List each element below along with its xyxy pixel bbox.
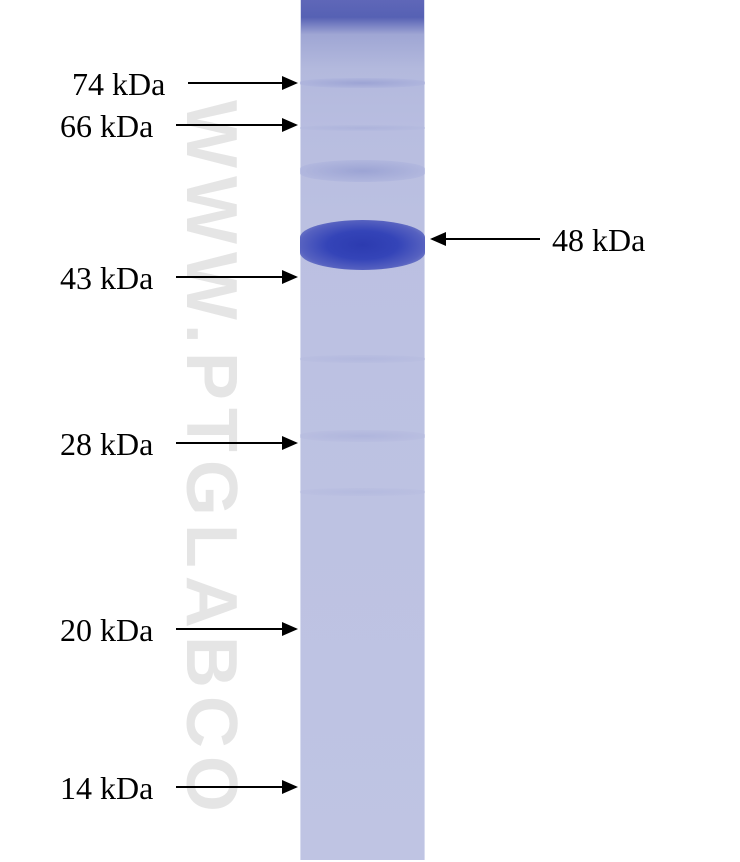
watermark-text: WWW.PTGLABCO	[170, 100, 252, 820]
marker-48kda-arrow	[432, 238, 540, 240]
marker-48kda-label: 48 kDa	[552, 222, 645, 259]
marker-43kda-label: 43 kDa	[60, 260, 153, 297]
marker-28kda-arrow	[176, 442, 296, 444]
faint-band-6	[300, 488, 425, 496]
faint-band-3	[300, 160, 425, 182]
faint-band-5	[300, 430, 425, 442]
faint-band-4	[300, 355, 425, 363]
marker-14kda-label: 14 kDa	[60, 770, 153, 807]
marker-14kda-arrow	[176, 786, 296, 788]
marker-74kda-arrow	[188, 82, 296, 84]
marker-74kda-label: 74 kDa	[72, 66, 165, 103]
marker-20kda-arrow	[176, 628, 296, 630]
marker-28kda-label: 28 kDa	[60, 426, 153, 463]
faint-band-2	[300, 125, 425, 131]
marker-20kda-label: 20 kDa	[60, 612, 153, 649]
marker-43kda-arrow	[176, 276, 296, 278]
main-protein-band	[300, 220, 425, 270]
marker-66kda-arrow	[176, 124, 296, 126]
faint-band-1	[300, 78, 425, 88]
marker-66kda-label: 66 kDa	[60, 108, 153, 145]
